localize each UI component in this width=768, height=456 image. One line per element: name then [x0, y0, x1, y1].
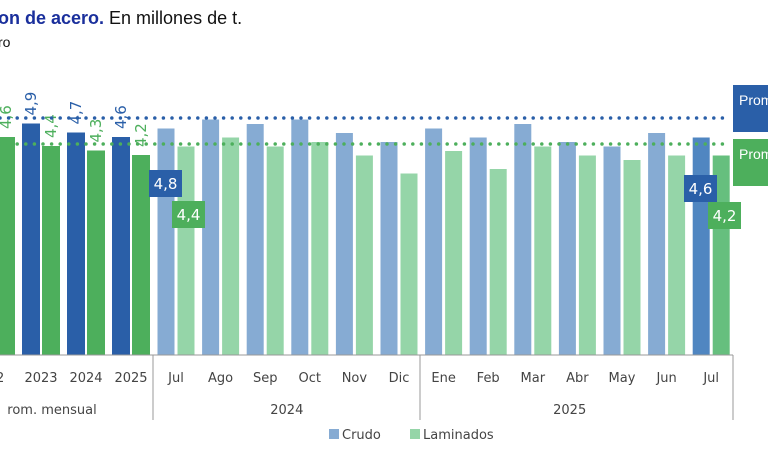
x-tick-label: Sep — [253, 371, 278, 386]
x-tick-label: Feb — [477, 371, 500, 386]
average-label-box — [733, 139, 768, 186]
data-label-crudo: 4,9 — [22, 92, 40, 116]
x-tick-label: 22 — [0, 371, 4, 386]
data-label-laminados: 4,4 — [42, 114, 60, 138]
callout-label-crudo: 4,8 — [154, 175, 178, 193]
chart-subtitle: ro — [0, 34, 11, 50]
callout-box-crudo — [684, 175, 717, 202]
bar-crudo — [156, 127, 176, 356]
group-label: 2024 — [270, 403, 303, 418]
bar-laminados — [132, 155, 150, 355]
bar-crudo — [691, 136, 711, 356]
bar-laminados — [265, 145, 285, 356]
x-tick-label: Mar — [521, 371, 546, 386]
bar-laminados — [399, 172, 419, 356]
callout-box-laminados — [708, 202, 741, 229]
title-rest: En millones de t. — [104, 8, 243, 28]
average-label: Prom — [739, 92, 768, 108]
legend-swatch-crudo — [329, 429, 339, 439]
callout-label-laminados: 4,4 — [177, 206, 201, 224]
bar-laminados — [488, 168, 508, 356]
bar-laminados — [87, 150, 105, 355]
legend-label-laminados: Laminados — [423, 428, 494, 443]
bar-laminados — [444, 150, 464, 356]
chart-title: on de acero. En millones de t. — [0, 8, 242, 29]
callout-label-laminados: 4,2 — [713, 207, 737, 225]
group-label: 2025 — [553, 403, 586, 418]
bar-crudo — [201, 118, 221, 356]
average-label: Prom — [739, 146, 768, 162]
bar-crudo — [647, 132, 667, 356]
x-tick-label: Dic — [389, 371, 410, 386]
bar-crudo — [22, 123, 40, 355]
bar-crudo — [602, 145, 622, 356]
bar-crudo — [290, 118, 310, 356]
x-tick-label: Ene — [431, 371, 455, 386]
bar-laminados — [310, 141, 330, 356]
bar-crudo — [468, 136, 488, 356]
data-label-crudo: 4,7 — [67, 101, 85, 125]
x-tick-label: Jun — [655, 371, 676, 386]
callout-box-laminados — [172, 201, 205, 228]
bar-crudo — [245, 123, 265, 356]
average-label-box — [733, 85, 768, 132]
x-tick-label: Ago — [208, 371, 233, 386]
bar-laminados — [42, 146, 60, 355]
bar-crudo — [112, 137, 130, 355]
x-tick-label: 2023 — [24, 371, 57, 386]
x-tick-label: Jul — [702, 371, 719, 386]
bar-laminados — [622, 159, 642, 356]
bar-crudo — [424, 127, 444, 356]
title-bold: on de acero. — [0, 8, 105, 28]
x-tick-label: Abr — [566, 371, 589, 386]
bar-laminados — [354, 154, 374, 356]
x-tick-label: 2025 — [114, 371, 147, 386]
bar-laminados — [221, 136, 241, 356]
bar-crudo — [379, 141, 399, 356]
data-label-laminados: 4,3 — [87, 119, 105, 143]
bar-laminados — [0, 137, 15, 355]
legend-swatch-laminados — [410, 429, 420, 439]
callout-label-crudo: 4,6 — [689, 180, 713, 198]
bar-laminados — [577, 154, 597, 356]
x-tick-label: May — [609, 371, 636, 386]
bar-laminados — [667, 154, 687, 356]
x-tick-label: Jul — [167, 371, 184, 386]
bar-crudo — [334, 132, 354, 356]
group-label: rom. mensual — [7, 403, 96, 418]
callout-box-crudo — [149, 170, 182, 197]
x-tick-label: Oct — [299, 371, 321, 386]
x-tick-label: Nov — [342, 371, 368, 386]
bar-crudo — [513, 123, 533, 356]
bar-laminados — [533, 145, 553, 356]
x-tick-label: 2024 — [69, 371, 102, 386]
legend-label-crudo: Crudo — [342, 428, 381, 443]
bar-crudo — [557, 141, 577, 356]
data-label-laminados: 4,2 — [132, 123, 150, 147]
bar-crudo — [67, 132, 85, 355]
